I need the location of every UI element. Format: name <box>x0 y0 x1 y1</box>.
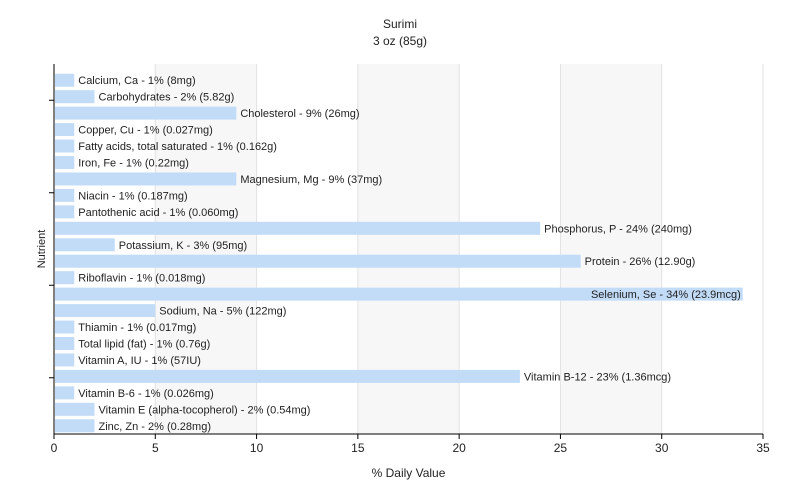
bar <box>55 188 75 202</box>
bar-label: Protein - 26% (12.90g) <box>585 256 696 268</box>
bar-label: Thiamin - 1% (0.017mg) <box>78 322 196 334</box>
bar-label: Selenium, Se - 34% (23.9mcg) <box>591 289 741 301</box>
x-tick-label: 10 <box>250 441 264 455</box>
bar <box>55 73 75 87</box>
x-tick-label: 30 <box>655 441 669 455</box>
bars <box>55 73 743 433</box>
bar-label: Phosphorus, P - 24% (240mg) <box>544 223 692 235</box>
bar-label: Copper, Cu - 1% (0.027mg) <box>78 125 213 137</box>
bar <box>55 419 95 433</box>
grid-band <box>661 64 763 434</box>
bar-label: Zinc, Zn - 2% (0.28mg) <box>99 421 211 433</box>
bar <box>55 156 75 169</box>
x-tick-label: 35 <box>756 441 770 455</box>
bar <box>55 353 75 367</box>
bar <box>55 402 95 416</box>
bar <box>55 221 541 235</box>
bar <box>55 139 75 153</box>
bar <box>55 386 75 400</box>
bar <box>55 287 743 301</box>
x-tick-label: 20 <box>452 441 466 455</box>
bar-label: Vitamin B-12 - 23% (1.36mcg) <box>524 371 671 383</box>
bar-label: Calcium, Ca - 1% (8mg) <box>78 75 195 87</box>
bar <box>55 304 156 318</box>
bar <box>55 172 237 186</box>
bar-label: Total lipid (fat) - 1% (0.76g) <box>78 339 210 351</box>
x-tick-label: 15 <box>351 441 365 455</box>
bar <box>55 337 75 350</box>
bar <box>55 205 75 219</box>
chart-title: Surimi <box>383 17 417 31</box>
bar <box>55 369 520 383</box>
bar-label: Niacin - 1% (0.187mg) <box>78 190 187 202</box>
bar-label: Vitamin B-6 - 1% (0.026mg) <box>78 388 214 400</box>
bar-label: Fatty acids, total saturated - 1% (0.162… <box>78 141 277 153</box>
x-tick-label: 0 <box>51 441 58 455</box>
bar-label: Sodium, Na - 5% (122mg) <box>159 306 286 318</box>
bar <box>55 123 75 137</box>
y-axis-label: Nutrient <box>36 230 48 269</box>
bar <box>55 90 95 104</box>
bar-label: Vitamin E (alpha-tocopherol) - 2% (0.54m… <box>99 404 311 416</box>
x-tick-label: 5 <box>152 441 159 455</box>
bar <box>55 254 581 268</box>
axes: 0 5 10 15 20 25 30 35 <box>49 64 770 455</box>
bar <box>55 106 237 120</box>
grid-band <box>560 64 662 434</box>
bar-labels: Calcium, Ca - 1% (8mg) Carbohydrates - 2%… <box>78 75 740 433</box>
bar-label: Pantothenic acid - 1% (0.060mg) <box>78 207 238 219</box>
bar-label: Vitamin A, IU - 1% (57IU) <box>78 355 201 367</box>
bar-label: Magnesium, Mg - 9% (37mg) <box>240 174 382 186</box>
bar-label: Cholesterol - 9% (26mg) <box>240 108 359 120</box>
x-tick-label: 25 <box>554 441 568 455</box>
bar <box>55 320 75 334</box>
x-axis-label: % Daily Value <box>372 466 446 480</box>
bar-label: Potassium, K - 3% (95mg) <box>119 240 247 252</box>
bar-label: Carbohydrates - 2% (5.82g) <box>99 92 235 104</box>
bar-label: Riboflavin - 1% (0.018mg) <box>78 273 205 285</box>
chart-subtitle: 3 oz (85g) <box>373 34 427 48</box>
bar <box>55 238 115 252</box>
bar <box>55 271 75 285</box>
bar-label: Iron, Fe - 1% (0.22mg) <box>78 158 189 170</box>
